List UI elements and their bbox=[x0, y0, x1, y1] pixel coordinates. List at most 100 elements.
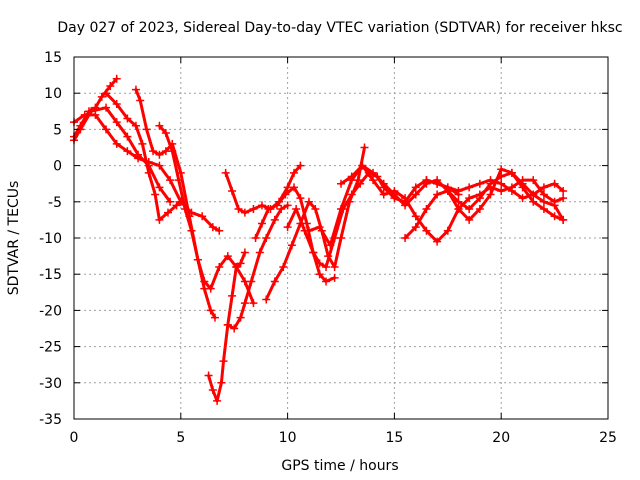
data-point bbox=[315, 270, 324, 279]
data-point bbox=[161, 129, 170, 138]
data-point bbox=[174, 176, 183, 185]
data-point bbox=[240, 248, 249, 257]
data-point bbox=[369, 168, 378, 177]
data-point bbox=[433, 190, 442, 199]
data-point bbox=[360, 143, 369, 152]
data-point bbox=[234, 205, 243, 214]
data-point bbox=[131, 85, 140, 94]
data-point bbox=[257, 219, 266, 228]
data-point bbox=[443, 183, 452, 192]
data-point bbox=[134, 150, 143, 159]
data-point bbox=[283, 201, 292, 210]
data-point bbox=[309, 248, 318, 257]
data-point bbox=[292, 205, 301, 214]
series-arc-15 bbox=[403, 171, 565, 240]
data-point bbox=[215, 262, 224, 271]
data-point bbox=[151, 190, 160, 199]
data-point bbox=[529, 176, 538, 185]
data-point bbox=[257, 201, 266, 210]
data-point bbox=[411, 223, 420, 232]
data-point bbox=[290, 183, 299, 192]
series-arc-5 bbox=[134, 88, 217, 320]
data-point bbox=[465, 183, 474, 192]
data-point bbox=[369, 176, 378, 185]
data-point bbox=[221, 168, 230, 177]
y-tick-label: -5 bbox=[48, 195, 62, 211]
data-point bbox=[465, 205, 474, 214]
data-point bbox=[315, 259, 324, 268]
data-point bbox=[283, 223, 292, 232]
data-point bbox=[322, 277, 331, 286]
data-point bbox=[304, 197, 313, 206]
data-point bbox=[326, 241, 335, 250]
data-point bbox=[539, 190, 548, 199]
data-point bbox=[277, 205, 286, 214]
x-tick-label: 25 bbox=[599, 430, 617, 446]
data-point bbox=[465, 194, 474, 203]
data-point bbox=[136, 96, 145, 105]
data-point bbox=[347, 172, 356, 181]
data-point bbox=[550, 212, 559, 221]
data-point bbox=[475, 205, 484, 214]
y-tick-label: -30 bbox=[39, 376, 62, 392]
data-point bbox=[433, 179, 442, 188]
data-point bbox=[187, 226, 196, 235]
chart-title: Day 027 of 2023, Sidereal Day-to-day VTE… bbox=[57, 20, 622, 36]
data-point bbox=[166, 176, 175, 185]
data-point bbox=[206, 284, 215, 293]
data-point bbox=[443, 226, 452, 235]
data-point bbox=[193, 255, 202, 264]
data-point bbox=[251, 234, 260, 242]
data-point bbox=[290, 168, 299, 177]
data-point bbox=[347, 190, 356, 199]
x-tick-label: 5 bbox=[176, 430, 185, 446]
data-point bbox=[255, 248, 264, 257]
y-tick-label: -10 bbox=[39, 231, 62, 247]
data-point bbox=[247, 277, 256, 286]
data-point bbox=[155, 121, 164, 130]
data-point bbox=[529, 197, 538, 206]
series-arc-7 bbox=[207, 251, 247, 403]
y-tick-label: 10 bbox=[44, 86, 62, 102]
data-point bbox=[529, 190, 538, 199]
data-point bbox=[112, 100, 121, 109]
data-point bbox=[390, 190, 399, 199]
data-point bbox=[330, 273, 339, 282]
y-tick-label: -25 bbox=[39, 340, 62, 356]
data-point bbox=[497, 186, 506, 195]
data-point bbox=[219, 357, 228, 366]
data-point bbox=[87, 107, 96, 116]
data-point bbox=[497, 165, 506, 174]
data-point bbox=[210, 313, 219, 322]
y-tick-label: -35 bbox=[39, 412, 62, 428]
x-tick-label: 15 bbox=[385, 430, 403, 446]
data-point bbox=[155, 183, 164, 192]
data-point bbox=[198, 212, 207, 221]
data-point bbox=[240, 208, 249, 217]
series-arc-8 bbox=[226, 203, 290, 330]
data-point bbox=[181, 205, 190, 214]
data-point bbox=[279, 262, 288, 271]
series-arc-6 bbox=[157, 124, 255, 305]
data-point bbox=[358, 161, 367, 170]
data-point bbox=[550, 201, 559, 210]
data-point bbox=[228, 186, 237, 195]
data-point bbox=[539, 197, 548, 206]
data-point bbox=[172, 201, 181, 210]
data-point bbox=[102, 103, 111, 112]
data-point bbox=[454, 197, 463, 206]
series-arc-12 bbox=[286, 171, 460, 269]
data-point bbox=[411, 183, 420, 192]
data-point bbox=[287, 241, 296, 250]
data-point bbox=[236, 259, 245, 268]
data-point bbox=[208, 223, 217, 232]
data-point bbox=[168, 147, 177, 156]
data-point bbox=[507, 168, 516, 177]
data-point bbox=[311, 205, 320, 214]
data-point bbox=[475, 179, 484, 188]
data-point bbox=[149, 147, 158, 156]
data-point bbox=[232, 262, 241, 271]
x-axis-label: GPS time / hours bbox=[281, 458, 398, 474]
y-tick-label: -20 bbox=[39, 303, 62, 319]
data-point bbox=[97, 92, 106, 101]
